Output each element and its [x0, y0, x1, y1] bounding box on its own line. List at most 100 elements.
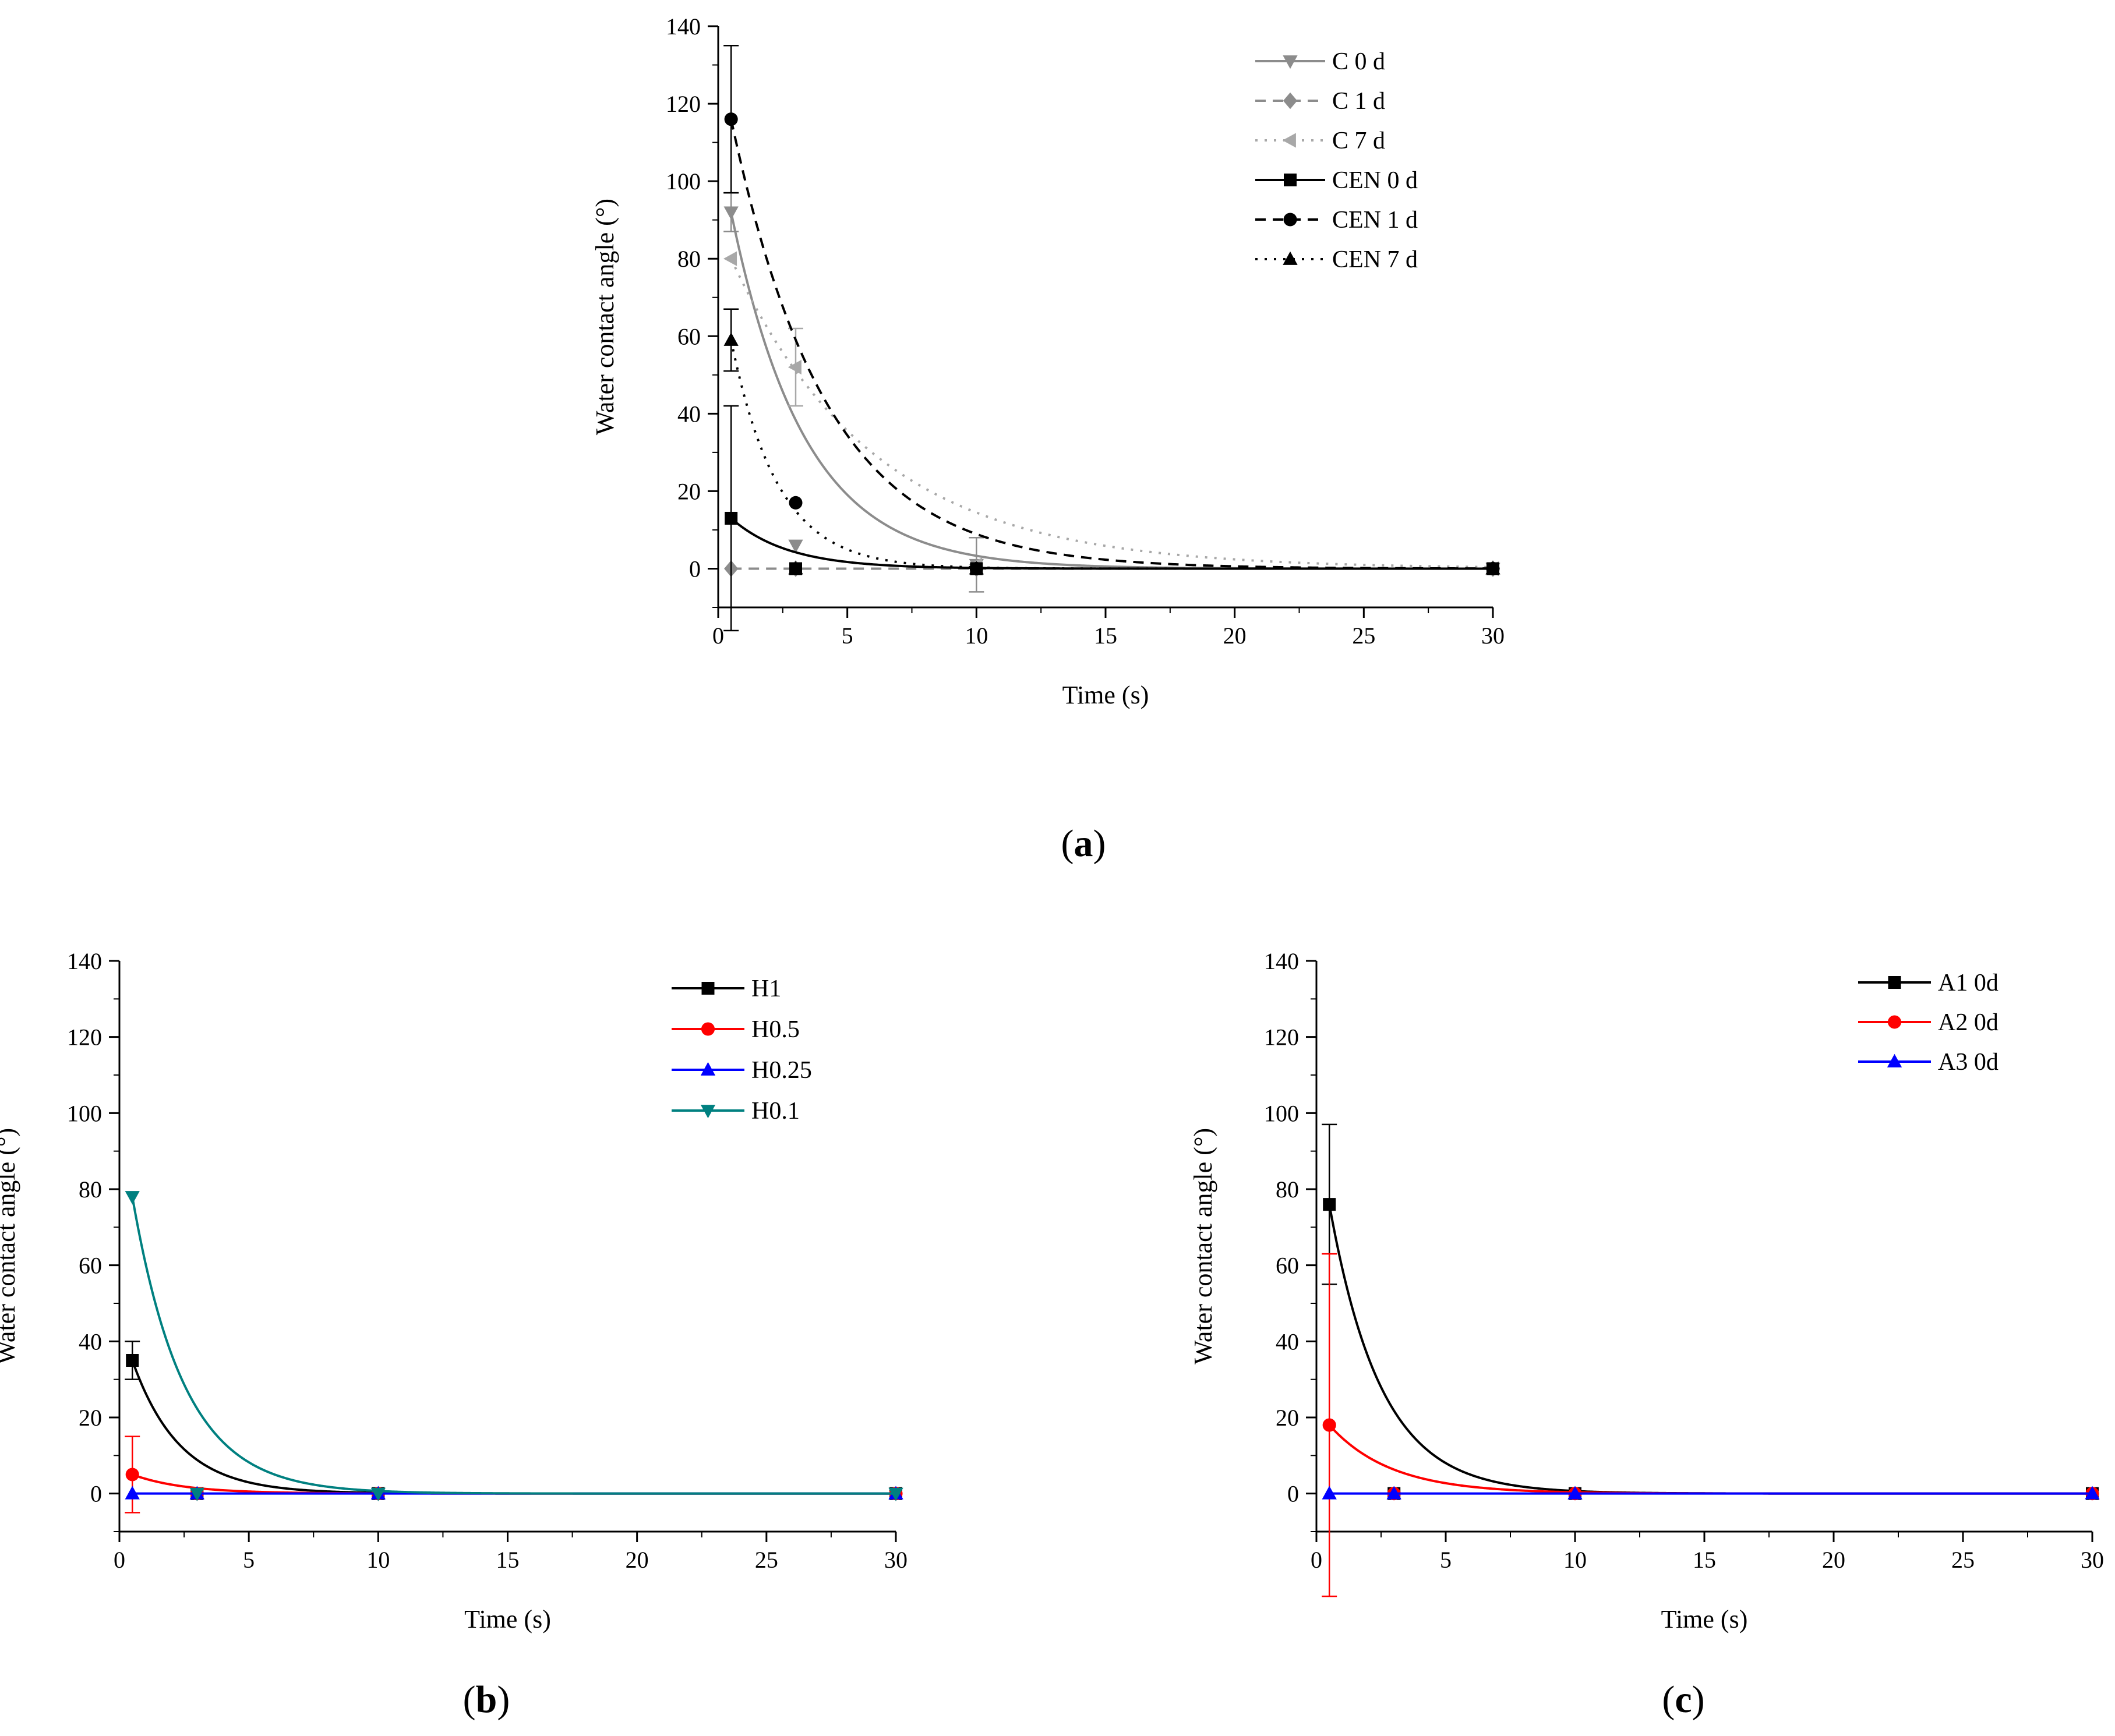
y-tick-label: 100	[1264, 1100, 1299, 1126]
x-tick-label: 25	[755, 1547, 778, 1573]
x-tick-label: 15	[1094, 623, 1117, 649]
x-tick-label: 10	[965, 623, 988, 649]
legend-label: C 0 d	[1332, 48, 1385, 75]
data-point	[1322, 1418, 1336, 1432]
data-point	[788, 561, 803, 575]
legend-marker	[1283, 92, 1298, 109]
y-tick-label: 20	[677, 478, 701, 504]
x-tick-label: 5	[243, 1547, 255, 1573]
legend-marker	[1284, 174, 1297, 186]
data-point	[1386, 1486, 1401, 1500]
y-tick-label: 60	[79, 1253, 102, 1279]
chart-panel-c: 0 20 40 60 80 100 120 140 0 5 10 15 20 25 30 Time (s) Wa…	[1189, 948, 2104, 1721]
data-point	[2085, 1486, 2100, 1500]
y-axis-title: Water contact angle (°)	[591, 199, 619, 435]
x-tick-label: 5	[1440, 1547, 1452, 1573]
x-tick-label: 20	[1822, 1547, 1845, 1573]
y-tick-label: 0	[90, 1481, 102, 1507]
y-tick-label: 80	[1276, 1176, 1299, 1203]
y-tick-label: 140	[1264, 948, 1299, 974]
legend-label: C 7 d	[1332, 128, 1385, 154]
data-point	[125, 1468, 139, 1482]
legend-label: CEN 0 d	[1332, 167, 1418, 194]
x-tick-label: 15	[496, 1547, 520, 1573]
legend-label: A2 0d	[1938, 1009, 1999, 1036]
x-tick-label: 10	[366, 1547, 390, 1573]
legend-label: H0.25	[751, 1057, 812, 1084]
y-tick-label: 140	[67, 948, 102, 974]
legend-marker	[1887, 1015, 1902, 1029]
x-tick-label: 15	[1693, 1547, 1716, 1573]
legend-marker	[1888, 976, 1901, 989]
data-point	[788, 359, 801, 375]
y-tick-label: 80	[79, 1176, 102, 1203]
y-tick-label: 120	[67, 1024, 102, 1051]
x-tick-label: 30	[2081, 1547, 2104, 1573]
legend-marker	[1283, 251, 1298, 265]
x-tick-label: 20	[1223, 623, 1247, 649]
y-tick-label: 100	[666, 168, 701, 195]
legend-marker	[700, 1105, 716, 1119]
y-tick-label: 0	[1287, 1481, 1299, 1507]
legend-label: C 1 d	[1332, 88, 1385, 115]
y-tick-label: 140	[666, 13, 701, 40]
legend-marker	[1283, 213, 1297, 227]
y-tick-label: 80	[677, 246, 701, 272]
legend-label: H1	[751, 975, 781, 1002]
x-axis-title: Time (s)	[464, 1605, 551, 1634]
chart-panel-a: 0 20 40 60 80 100 120 140 0 5 10 15 20 25 30 Time (s) Wa…	[591, 13, 1505, 865]
legend-marker	[701, 982, 715, 995]
x-axis-title: Time (s)	[1062, 681, 1149, 709]
data-point	[1323, 1198, 1336, 1211]
y-tick-label: 0	[689, 556, 701, 582]
data-point	[888, 1487, 903, 1501]
x-tick-label: 30	[884, 1547, 908, 1573]
y-tick-label: 100	[67, 1100, 102, 1126]
legend-marker	[701, 1022, 715, 1036]
data-point	[788, 539, 803, 553]
legend-label: A1 0d	[1938, 970, 1999, 996]
series-h0.1	[125, 1191, 903, 1501]
x-tick-label: 20	[626, 1547, 649, 1573]
y-tick-label: 40	[79, 1328, 102, 1355]
data-point	[723, 206, 739, 220]
y-tick-label: 40	[1276, 1328, 1299, 1355]
y-tick-label: 120	[666, 91, 701, 117]
panel-label: (c)	[1662, 1678, 1704, 1721]
data-point	[1322, 1486, 1337, 1500]
data-point	[723, 251, 737, 266]
y-tick-label: 120	[1264, 1024, 1299, 1051]
y-tick-label: 60	[677, 323, 701, 349]
chart-panel-b: 0 20 40 60 80 100 120 140 0 5 10 15 20 25 30 Time (s) Wa…	[0, 948, 908, 1721]
x-tick-label: 10	[1563, 1547, 1587, 1573]
legend-marker	[1282, 133, 1296, 148]
data-point	[969, 561, 984, 575]
data-point	[370, 1487, 386, 1501]
legend-label: H0.1	[751, 1098, 800, 1125]
x-tick-label: 0	[712, 623, 724, 649]
series-fit-line	[131, 1196, 896, 1495]
legend-marker	[700, 1062, 716, 1076]
y-tick-label: 20	[79, 1405, 102, 1431]
x-tick-label: 0	[114, 1547, 125, 1573]
legend-label: A3 0d	[1938, 1049, 1999, 1076]
y-tick-label: 60	[1276, 1253, 1299, 1279]
y-axis-title: Water contact angle (°)	[1189, 1128, 1217, 1364]
panel-label: (a)	[1061, 822, 1106, 865]
data-point	[725, 511, 738, 525]
x-tick-label: 0	[1311, 1547, 1322, 1573]
series-cen-7-d	[723, 308, 1500, 575]
x-tick-label: 30	[1481, 623, 1505, 649]
data-point	[126, 1354, 139, 1367]
data-point	[1485, 561, 1500, 575]
data-point	[1567, 1486, 1583, 1500]
legend-label: CEN 1 d	[1332, 207, 1418, 234]
data-point	[723, 332, 739, 346]
y-tick-label: 40	[677, 401, 701, 427]
panel-label: (b)	[463, 1678, 510, 1721]
x-tick-label: 5	[842, 623, 853, 649]
x-axis-title: Time (s)	[1661, 1605, 1748, 1634]
x-tick-label: 25	[1951, 1547, 1975, 1573]
